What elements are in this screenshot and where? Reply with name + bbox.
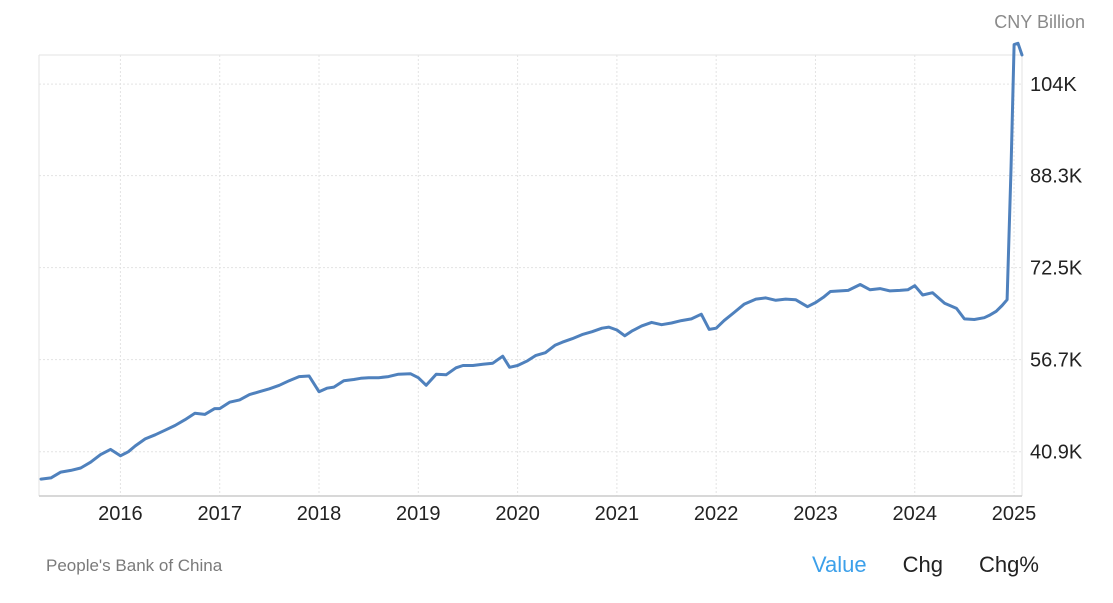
unit-label: CNY Billion	[994, 12, 1085, 32]
y-tick-label: 104K	[1030, 74, 1077, 96]
tab-chg-percent[interactable]: Chg%	[979, 552, 1039, 577]
x-tick-label: 2020	[495, 503, 540, 525]
y-tick-label: 56.7K	[1030, 350, 1083, 372]
x-tick-label: 2017	[197, 503, 242, 525]
x-tick-label: 2019	[396, 503, 441, 525]
x-tick-label: 2024	[893, 503, 938, 525]
x-tick-label: 2016	[98, 503, 143, 525]
x-tick-label: 2025	[992, 503, 1037, 525]
view-tabs: Value Chg Chg%	[812, 552, 1039, 578]
series-layer	[39, 41, 1024, 481]
x-tick-label: 2022	[694, 503, 739, 525]
x-axis-labels: 2016 2017 2018 2019 2020 2021 2022 2023 2024 2025	[98, 503, 1036, 525]
grid-lines	[38, 54, 1023, 496]
tab-value[interactable]: Value	[812, 552, 867, 577]
x-tick-label: 2018	[297, 503, 342, 525]
x-tick-label: 2021	[595, 503, 640, 525]
y-tick-label: 40.9K	[1030, 442, 1083, 464]
y-tick-label: 88.3K	[1030, 166, 1083, 188]
y-axis: 40.9K 56.7K 72.5K 88.3K 104K	[1030, 74, 1083, 464]
x-tick-label: 2023	[793, 503, 838, 525]
y-tick-label: 72.5K	[1030, 258, 1083, 280]
tab-chg[interactable]: Chg	[902, 552, 943, 577]
series-line	[39, 41, 1024, 481]
source-label: People's Bank of China	[46, 556, 223, 575]
